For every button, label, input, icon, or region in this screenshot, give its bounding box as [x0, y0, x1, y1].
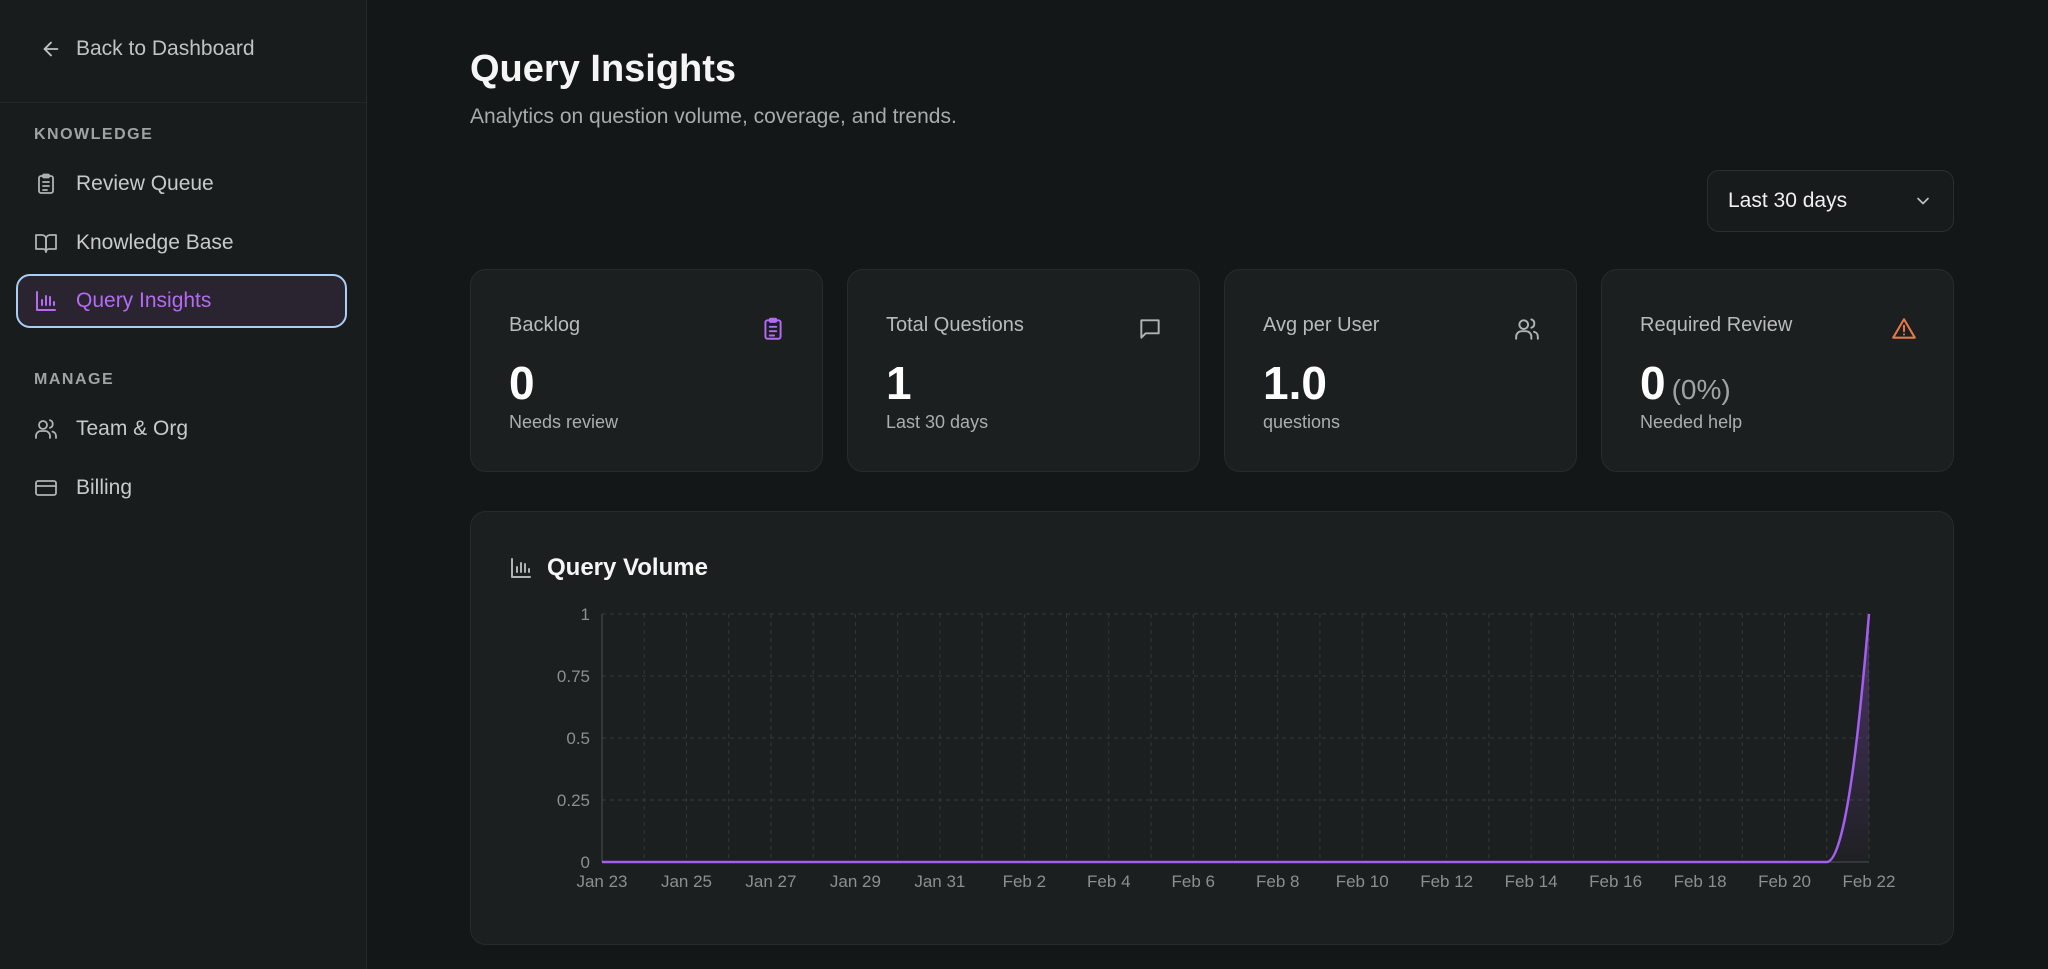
users-icon [35, 419, 57, 439]
x-tick-label: Feb 14 [1505, 872, 1558, 891]
x-tick-label: Feb 22 [1843, 872, 1896, 891]
x-tick-label: Jan 27 [745, 872, 796, 891]
y-tick-label: 0 [581, 853, 590, 872]
x-tick-label: Feb 4 [1087, 872, 1130, 891]
chart-title: Query Volume [509, 554, 708, 582]
sidebar-item-knowledge-base[interactable]: Knowledge Base [16, 216, 347, 270]
stat-label: Total Questions [886, 314, 1024, 336]
stat-value: 0 [509, 357, 535, 409]
x-tick-label: Jan 29 [830, 872, 881, 891]
chart-title-text: Query Volume [547, 554, 708, 581]
x-tick-label: Feb 18 [1674, 872, 1727, 891]
clipboard-icon [764, 317, 782, 340]
sidebar-item-billing[interactable]: Billing [16, 461, 347, 515]
page-title: Query Insights [470, 48, 737, 90]
x-tick-label: Feb 20 [1758, 872, 1811, 891]
sidebar-item-label: Query Insights [76, 289, 212, 312]
stat-value-percent: (0%) [1671, 374, 1731, 405]
x-tick-label: Jan 23 [576, 872, 627, 891]
section-label-manage: MANAGE [34, 371, 115, 388]
sidebar-item-team-org[interactable]: Team & Org [16, 402, 347, 456]
sidebar-item-query-insights[interactable]: Query Insights [16, 274, 347, 328]
x-tick-label: Jan 31 [914, 872, 965, 891]
query-volume-card: Query Volume 0 0.25 0.5 0.75 1 Jan 23 Jan 25 Ja… [470, 511, 1954, 945]
stat-label: Avg per User [1263, 314, 1380, 336]
stat-value: 1 [886, 357, 912, 409]
y-tick-label: 0.25 [557, 791, 590, 810]
sidebar-item-review-queue[interactable]: Review Queue [16, 157, 347, 211]
stat-sub: questions [1263, 412, 1341, 432]
book-icon [35, 234, 57, 253]
x-tick-label: Feb 12 [1420, 872, 1473, 891]
query-volume-chart: 0 0.25 0.5 0.75 1 Jan 23 Jan 25 Jan 27 Jan 29 Jan… [557, 605, 1896, 891]
stat-value-number: 0 [1640, 357, 1666, 409]
bar-chart-icon [511, 558, 531, 578]
x-tick-label: Feb 10 [1336, 872, 1389, 891]
sidebar-item-label: Review Queue [76, 172, 214, 195]
arrow-left-icon [43, 41, 59, 57]
date-range-value: Last 30 days [1728, 189, 1848, 212]
sidebar-item-label: Billing [76, 476, 133, 499]
sidebar-divider [0, 102, 366, 103]
x-tick-label: Feb 16 [1589, 872, 1642, 891]
clipboard-icon [38, 173, 54, 194]
section-label-knowledge: KNOWLEDGE [34, 126, 154, 143]
stat-label: Required Review [1640, 314, 1793, 336]
x-tick-label: Jan 25 [661, 872, 712, 891]
series-line [602, 613, 1871, 864]
page-subtitle: Analytics on question volume, coverage, … [470, 105, 957, 128]
x-tick-label: Feb 6 [1172, 872, 1215, 891]
stat-card-avg-per-user: Avg per User 1.0 questions [1224, 269, 1577, 472]
stat-sub: Last 30 days [886, 412, 989, 432]
stat-value: 0 (0%) [1640, 356, 1731, 410]
stat-label: Backlog [509, 314, 581, 336]
x-tick-label: Feb 8 [1256, 872, 1299, 891]
users-icon [1515, 318, 1539, 340]
y-tick-label: 1 [581, 605, 590, 624]
stat-sub: Needs review [509, 412, 619, 432]
stat-card-backlog: Backlog 0 Needs review [470, 269, 823, 472]
stat-card-total-questions: Total Questions 1 Last 30 days [847, 269, 1200, 472]
x-tick-label: Feb 2 [1003, 872, 1046, 891]
sidebar-item-label: Knowledge Base [76, 231, 234, 254]
back-to-dashboard-link[interactable]: Back to Dashboard [40, 34, 255, 64]
alert-triangle-icon [1892, 318, 1916, 339]
credit-card-icon [35, 480, 57, 496]
stat-card-required-review: Required Review 0 (0%) Needed help [1601, 269, 1954, 472]
sidebar-item-label: Team & Org [76, 417, 189, 440]
sidebar: Back to Dashboard KNOWLEDGE Review Queue… [0, 0, 367, 969]
stat-sub: Needed help [1640, 412, 1743, 432]
stat-value: 1.0 [1263, 357, 1327, 409]
y-tick-label: 0.75 [557, 667, 590, 686]
date-range-select[interactable]: Last 30 days [1707, 170, 1954, 232]
y-tick-label: 0.5 [566, 729, 590, 748]
message-icon [1140, 319, 1160, 339]
back-link-label: Back to Dashboard [76, 37, 255, 60]
chevron-down-icon [1917, 197, 1929, 205]
bar-chart-icon [36, 291, 56, 311]
